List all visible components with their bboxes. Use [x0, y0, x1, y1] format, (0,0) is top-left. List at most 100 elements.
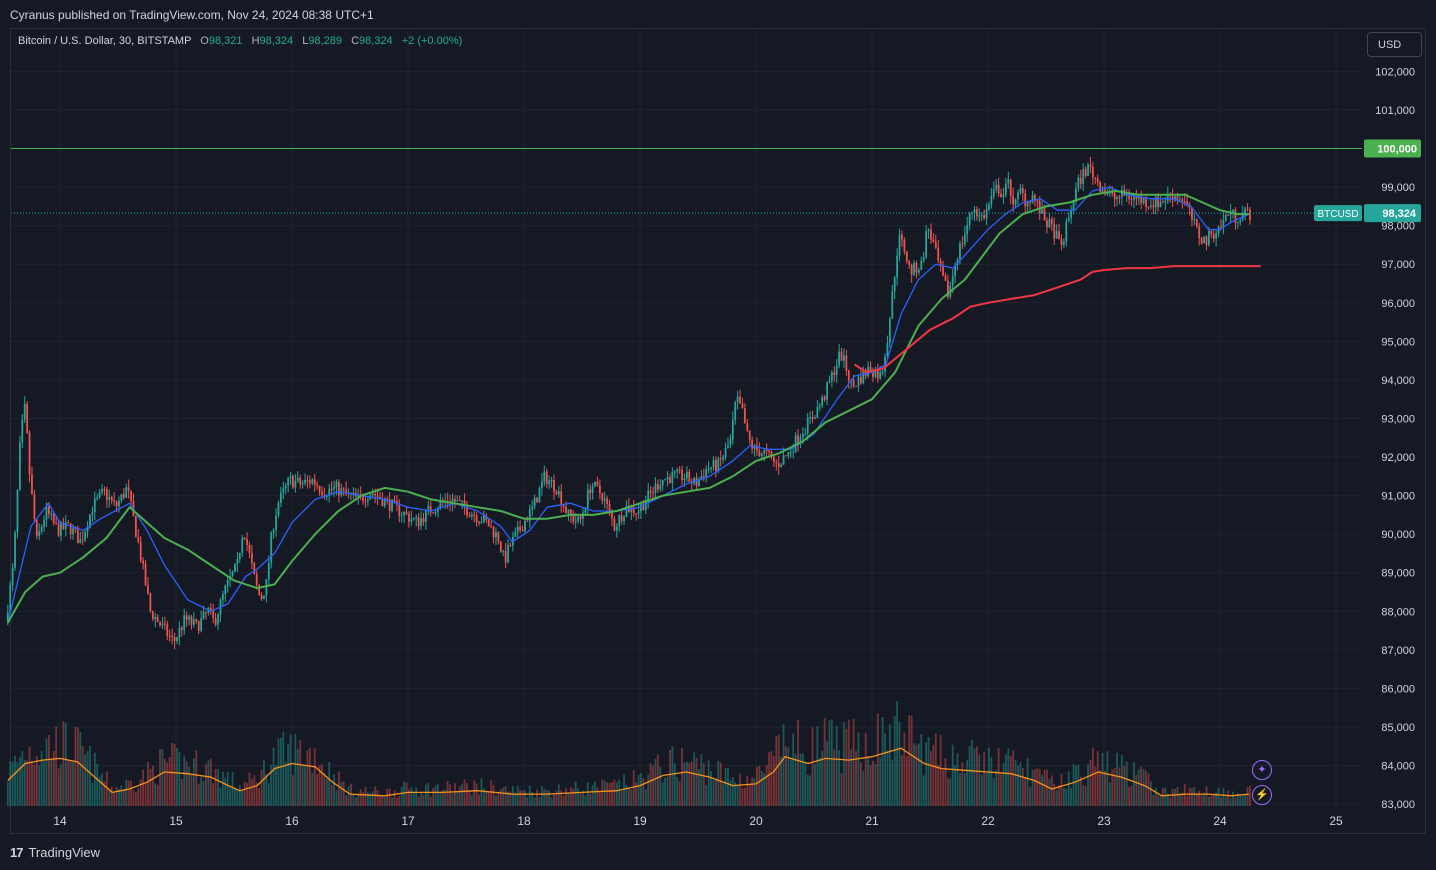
candle-body — [893, 277, 896, 292]
candle-body — [876, 370, 879, 379]
candle-body — [144, 563, 147, 586]
volume-bars — [6, 701, 1251, 806]
candle-body — [910, 264, 913, 275]
candle-body — [1033, 195, 1036, 201]
volume-bar — [794, 753, 797, 806]
volume-bar — [308, 747, 311, 806]
volume-bar — [1210, 795, 1213, 806]
candle-body — [292, 476, 294, 488]
volume-bar — [14, 755, 16, 806]
volume-bar — [323, 772, 326, 806]
volume-bar — [620, 790, 623, 806]
candle-body — [139, 541, 142, 561]
volume-bar — [562, 795, 565, 806]
volume-bar — [127, 780, 130, 806]
volume-bar — [1217, 787, 1220, 806]
bolt-icon[interactable]: ⚡ — [1252, 785, 1272, 805]
volume-bar — [229, 787, 232, 806]
candle-body — [963, 234, 966, 245]
candle-body — [990, 195, 993, 205]
volume-bar — [954, 764, 957, 806]
price-tick-label: 88,000 — [1381, 606, 1415, 618]
candle-body — [1041, 208, 1044, 214]
symbol-title[interactable]: Bitcoin / U.S. Dollar, 30, BITSTAMP — [18, 35, 192, 47]
currency-button[interactable]: USD — [1367, 32, 1422, 57]
volume-bar — [932, 744, 935, 806]
candle-body — [299, 477, 302, 485]
volume-bar — [1205, 786, 1208, 806]
candle-body — [35, 519, 38, 537]
volume-bar — [473, 780, 476, 806]
candle-body — [1043, 208, 1046, 221]
volume-bar — [277, 738, 280, 806]
candle-body — [635, 513, 638, 515]
candle-body — [134, 516, 137, 537]
candle-body — [93, 498, 96, 513]
volume-bar — [354, 797, 357, 806]
candle-body — [785, 455, 787, 457]
candle-body — [364, 500, 367, 502]
volume-bar — [748, 783, 751, 806]
volume-bar — [792, 733, 795, 806]
candle-body — [1200, 238, 1203, 244]
candle-body — [1029, 201, 1031, 203]
candle-body — [122, 494, 125, 498]
volume-bar — [756, 766, 758, 806]
candle-body — [748, 430, 751, 440]
candle-body — [420, 518, 422, 527]
candle-body — [809, 417, 812, 419]
price-axis[interactable]: 102,000 101,000 99,000 98,000 97,000 96,000 95… — [1314, 66, 1421, 811]
volume-bar — [429, 796, 432, 806]
volume-bar — [183, 755, 186, 806]
volume-bar — [770, 751, 773, 806]
volume-bar — [988, 747, 990, 806]
time-axis[interactable]: 14 15 16 17 18 19 20 21 22 23 24 25 — [53, 814, 1343, 828]
candle-body — [1082, 169, 1085, 184]
candle-body — [96, 497, 99, 499]
volume-bar — [62, 721, 65, 806]
candle-body — [792, 451, 795, 453]
volume-bar — [369, 793, 372, 806]
volume-bar — [920, 733, 923, 806]
candle-body — [277, 502, 280, 516]
volume-bar — [731, 777, 734, 806]
candle-body — [1116, 196, 1118, 200]
volume-bar — [526, 797, 529, 806]
candle-body — [1048, 219, 1051, 228]
candle-body — [603, 498, 606, 501]
volume-bar — [521, 790, 524, 806]
volume-bar — [180, 779, 183, 806]
volume-bar — [567, 793, 570, 806]
volume-bar — [656, 754, 659, 806]
volume-bar — [284, 761, 287, 806]
volume-bar — [105, 771, 108, 806]
spark-icon[interactable]: ✦ — [1252, 760, 1272, 780]
candle-body — [1159, 201, 1162, 208]
volume-bar — [710, 771, 712, 806]
candle-body — [519, 526, 522, 531]
candle-body — [1236, 222, 1239, 224]
candle-body — [664, 479, 667, 481]
volume-bar — [698, 769, 700, 806]
price-tick-label: 99,000 — [1381, 182, 1415, 194]
candle-body — [833, 372, 836, 375]
candle-body — [543, 471, 546, 482]
candle-body — [463, 500, 466, 508]
footer-brand[interactable]: 17 TradingView — [10, 845, 100, 860]
chart-frame[interactable] — [10, 28, 1426, 834]
volume-bar — [1055, 789, 1058, 806]
volume-bar — [337, 771, 340, 806]
volume-bar — [364, 786, 367, 806]
candle-body — [408, 513, 410, 522]
candle-body — [859, 376, 862, 384]
candle-body — [263, 595, 265, 600]
candle-body — [417, 517, 420, 527]
candle-body — [983, 215, 986, 219]
volume-bar — [306, 750, 309, 806]
candle-body — [1019, 188, 1022, 193]
volume-bar — [640, 773, 642, 806]
volume-bar — [903, 732, 906, 806]
volume-bar — [734, 782, 737, 806]
candles[interactable] — [6, 156, 1251, 650]
